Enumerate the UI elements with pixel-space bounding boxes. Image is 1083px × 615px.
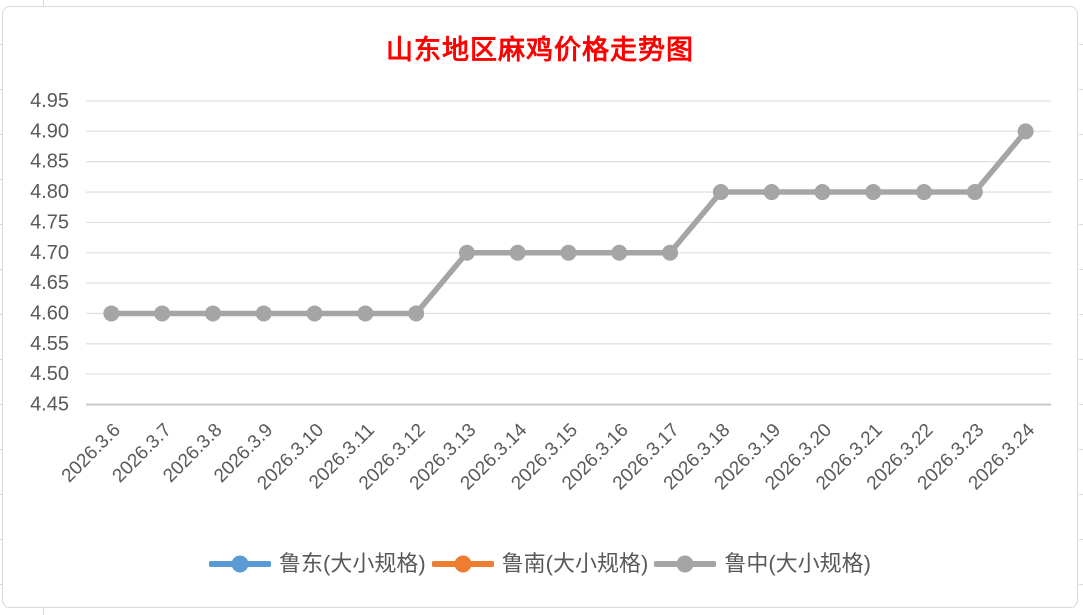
line-marker-icon — [209, 555, 272, 573]
y-tick-label: 4.85 — [30, 151, 69, 173]
data-point-marker — [408, 305, 425, 322]
data-point-marker — [1017, 123, 1034, 140]
worksheet-gridline-stub — [43, 608, 44, 615]
plot-area: 4.95 4.90 4.85 4.80 4.75 4.70 4.65 4.60 4.55 4.50… — [30, 90, 1051, 494]
legend-label: 鲁中(大小规格) — [724, 551, 871, 576]
data-point-marker — [255, 305, 272, 322]
y-tick-label: 4.60 — [30, 302, 69, 324]
data-point-marker — [966, 184, 983, 201]
y-tick-label: 4.50 — [30, 363, 69, 385]
y-tick-label: 4.45 — [30, 394, 69, 416]
data-point-marker — [662, 244, 679, 261]
legend-label: 鲁南(大小规格) — [501, 551, 649, 576]
y-tick-label: 4.90 — [30, 120, 69, 142]
y-tick-label: 4.95 — [30, 90, 69, 112]
data-point-marker — [865, 184, 882, 201]
data-point-marker — [611, 244, 628, 261]
data-point-marker — [357, 305, 374, 322]
data-point-marker — [306, 305, 323, 322]
chart-title: 山东地区麻鸡价格走势图 — [386, 35, 694, 66]
worksheet-gridline-stub — [0, 0, 2, 615]
y-tick-label: 4.65 — [30, 272, 69, 294]
legend-item-luzhong[interactable]: 鲁中(大小规格) — [654, 553, 871, 575]
data-point-marker — [560, 244, 577, 261]
worksheet-gridline-stub — [43, 0, 44, 7]
y-tick-label: 4.80 — [30, 181, 69, 203]
data-point-marker — [509, 244, 526, 261]
data-point-marker — [916, 184, 933, 201]
data-point-marker — [458, 244, 475, 261]
data-point-marker — [814, 184, 831, 201]
data-point-marker — [712, 184, 729, 201]
data-point-marker — [763, 184, 780, 201]
legend-item-lunan[interactable]: 鲁南(大小规格) — [431, 551, 649, 576]
legend: 鲁东(大小规格) 鲁南(大小规格) 鲁中(大小规格) — [3, 553, 1077, 575]
y-tick-label: 4.70 — [30, 242, 69, 264]
line-marker-icon — [431, 555, 494, 573]
y-tick-label: 4.55 — [30, 333, 69, 355]
data-point-marker — [154, 305, 171, 322]
data-point-marker — [204, 305, 221, 322]
data-point-marker — [103, 305, 120, 322]
worksheet-gridline-stub — [1079, 0, 1083, 615]
legend-item-ludong[interactable]: 鲁东(大小规格) — [209, 553, 426, 575]
legend-label: 鲁东(大小规格) — [279, 551, 426, 576]
line-marker-icon — [654, 555, 717, 573]
chart-object[interactable]: 山东地区麻鸡价格走势图 4.95 4.90 4.85 4.80 4.75 4.70 4.65… — [2, 6, 1078, 608]
y-tick-label: 4.75 — [30, 211, 69, 233]
